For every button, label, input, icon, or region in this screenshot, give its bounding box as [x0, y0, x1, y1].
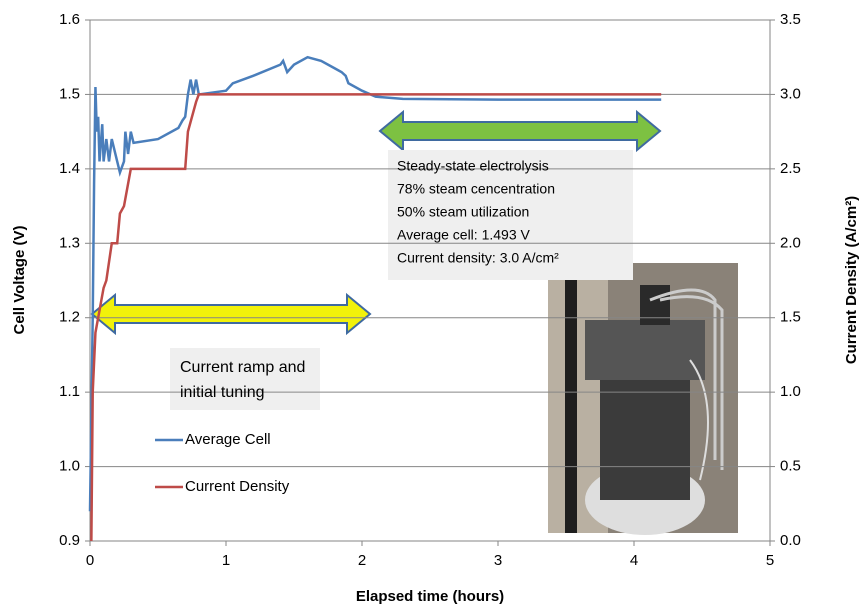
annotation-text: Average cell: 1.493 V [397, 227, 530, 243]
y2-tick-label: 3.5 [780, 11, 801, 28]
arrow-ramp [92, 295, 370, 333]
y2-tick-label: 2.0 [780, 234, 801, 251]
x-tick-label: 2 [358, 552, 366, 569]
y2-tick-label: 1.5 [780, 309, 801, 326]
page: 0.9 1.0 1.1 1.2 1.3 1.4 1.5 1.6 0.0 0.5 1.0 1.5 2.0 2… [0, 0, 866, 615]
y2-tick-label: 1.0 [780, 383, 801, 400]
legend-label: Average Cell [185, 431, 271, 448]
y2-tick-label: 0.5 [780, 458, 801, 475]
arrow-steady [380, 112, 660, 150]
x-tick-label: 3 [494, 552, 502, 569]
y-tick-label: 1.4 [59, 160, 80, 177]
y2-axis-label: Current Density (A/cm²) [843, 196, 860, 364]
photo [548, 263, 738, 535]
y-tick-label: 1.3 [59, 234, 80, 251]
legend-label: Current Density [185, 478, 290, 495]
annotation-text: initial tuning [180, 384, 265, 401]
y2-tick-label: 2.5 [780, 160, 801, 177]
annotation-text: Current density: 3.0 A/cm² [397, 250, 559, 266]
y-tick-label: 1.2 [59, 309, 80, 326]
x-tick-label: 5 [766, 552, 774, 569]
x-axis-label: Elapsed time (hours) [356, 588, 504, 605]
x-tick-label: 1 [222, 552, 230, 569]
chart: 0.9 1.0 1.1 1.2 1.3 1.4 1.5 1.6 0.0 0.5 1.0 1.5 2.0 2… [0, 0, 866, 610]
y2-tick-label: 3.0 [780, 85, 801, 102]
annotation-text: 50% steam utilization [397, 204, 529, 220]
annotation-text: 78% steam cencentration [397, 181, 555, 197]
y-tick-label: 0.9 [59, 532, 80, 549]
y-tick-label: 1.5 [59, 85, 80, 102]
y2-tick-label: 0.0 [780, 532, 801, 549]
y-axis-label: Cell Voltage (V) [11, 226, 28, 335]
y-tick-label: 1.6 [59, 11, 80, 28]
annotation-text: Current ramp and [180, 359, 305, 376]
y-tick-label: 1.0 [59, 458, 80, 475]
y-tick-label: 1.1 [59, 383, 80, 400]
annotation-text: Steady-state electrolysis [397, 158, 549, 174]
x-tick-label: 4 [630, 552, 638, 569]
x-tick-label: 0 [86, 552, 94, 569]
